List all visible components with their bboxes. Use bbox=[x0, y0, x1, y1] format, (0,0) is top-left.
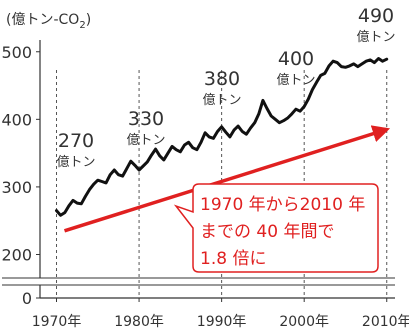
annotation-value: 270 bbox=[58, 130, 94, 152]
x-tick-label: 2000年 bbox=[279, 314, 329, 330]
trend-arrow bbox=[63, 125, 391, 233]
value-annotations: 270 億トン 330 億トン 380 億トン 400 億トン 490 億トン bbox=[56, 5, 395, 170]
annotation-unit: 億トン bbox=[126, 132, 165, 148]
trend-layer bbox=[63, 125, 391, 233]
y-tick-label: 300 bbox=[1, 178, 32, 197]
callout-line-3: 1.8 倍に bbox=[200, 249, 266, 269]
y-tick-label: 200 bbox=[1, 245, 32, 264]
y-tick-label: 500 bbox=[1, 43, 32, 62]
x-tick-label: 1990年 bbox=[197, 314, 247, 330]
annotation-unit: 億トン bbox=[276, 72, 315, 88]
annotation-unit: 億トン bbox=[356, 29, 395, 45]
x-tick-label: 2010年 bbox=[362, 314, 409, 330]
callout-bubble bbox=[173, 183, 379, 273]
annotation-value: 330 bbox=[128, 108, 164, 130]
annotation-value: 380 bbox=[204, 68, 240, 90]
growth-callout: 1970 年から2010 年 までの 40 年間で 1.8 倍に bbox=[173, 183, 379, 273]
annotation-unit: 億トン bbox=[56, 154, 95, 170]
annotation-unit: 億トン bbox=[202, 92, 241, 108]
series-layer bbox=[55, 57, 389, 217]
x-tick-label: 1980年 bbox=[114, 314, 164, 330]
annotation-value: 400 bbox=[278, 48, 314, 70]
y-tick-label-zero: 0 bbox=[22, 289, 32, 308]
y-tick-label: 400 bbox=[1, 110, 32, 129]
annotation-value: 490 bbox=[358, 5, 394, 27]
callout-line-2: までの 40 年間で bbox=[200, 222, 334, 242]
axes bbox=[2, 40, 395, 299]
emissions-series-line bbox=[55, 57, 389, 217]
callout-line-1: 1970 年から2010 年 bbox=[200, 195, 365, 215]
y-axis-unit-label: (億トン-CO2) bbox=[6, 12, 91, 31]
x-tick-label: 1970年 bbox=[32, 314, 82, 330]
